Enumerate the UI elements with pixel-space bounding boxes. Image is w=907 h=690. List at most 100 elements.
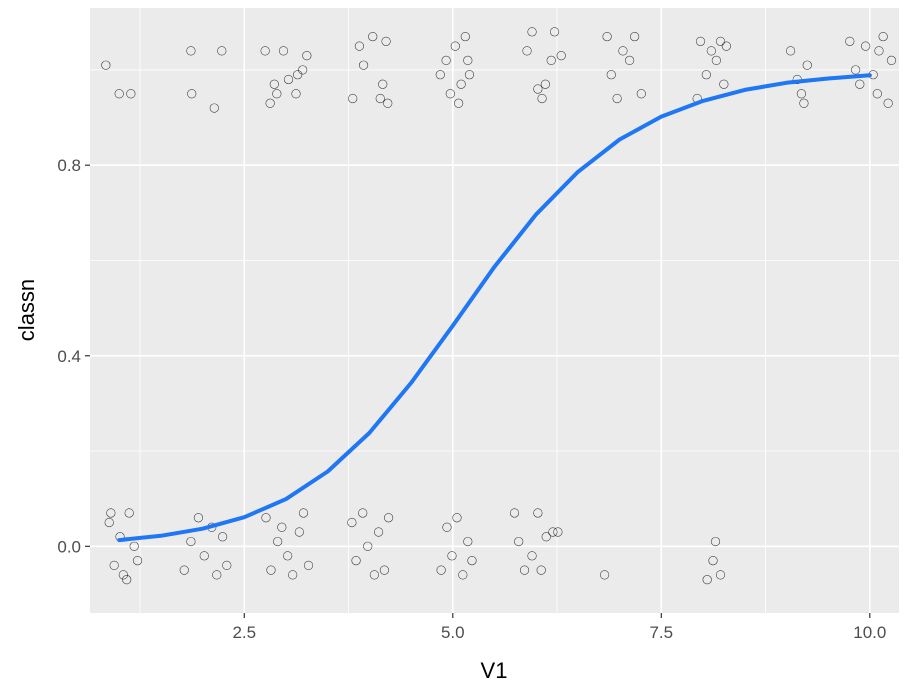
data-point [721, 41, 731, 51]
x-tick-label: 7.5 [649, 623, 673, 642]
data-point [464, 70, 475, 80]
data-point [381, 36, 391, 46]
data-point [630, 31, 640, 42]
data-point [710, 536, 721, 547]
data-point [118, 570, 128, 580]
data-point [104, 517, 114, 528]
data-point [883, 98, 893, 108]
data-point [101, 60, 111, 70]
data-point [354, 41, 364, 51]
data-point [715, 36, 726, 46]
data-point [124, 508, 134, 518]
data-point [549, 27, 560, 37]
data-point [302, 51, 312, 61]
data-point [537, 93, 547, 104]
data-point [277, 522, 287, 532]
data-point [796, 89, 807, 99]
data-point [514, 536, 524, 547]
data-point [269, 79, 279, 89]
data-point [186, 46, 196, 56]
data-point [625, 55, 635, 66]
data-point [358, 508, 368, 518]
data-point [799, 98, 809, 108]
fit-curve [117, 73, 872, 543]
data-point [706, 46, 716, 56]
data-point [599, 570, 610, 580]
data-point [278, 46, 289, 56]
data-point [527, 27, 537, 37]
data-point [126, 89, 136, 99]
x-axis-title: V1 [481, 658, 508, 683]
data-point [701, 70, 711, 80]
data-point [711, 55, 721, 66]
major-grid [90, 8, 899, 613]
panel-background [90, 8, 899, 613]
data-point [436, 565, 446, 575]
data-point [602, 31, 612, 42]
data-point [266, 565, 276, 575]
data-point [878, 31, 888, 42]
data-point [636, 89, 646, 99]
data-point [132, 555, 143, 566]
data-point [719, 79, 729, 89]
data-point [540, 79, 550, 89]
data-point [383, 98, 393, 108]
data-point [533, 84, 543, 94]
data-point [548, 527, 558, 537]
data-point [293, 70, 303, 80]
data-point [369, 570, 380, 580]
data-point [618, 46, 628, 56]
data-point [378, 79, 388, 89]
data-point [454, 98, 464, 108]
y-axis-ticks: 0.0 0.4 0.8 [57, 156, 90, 556]
data-point [288, 570, 298, 580]
data-point [606, 70, 616, 80]
data-point [452, 513, 462, 523]
data-point [435, 70, 445, 80]
data-point [291, 89, 301, 99]
data-point [283, 74, 294, 85]
data-point [114, 89, 124, 99]
data-point [715, 570, 726, 580]
data-point [261, 513, 271, 523]
data-point [265, 98, 275, 108]
data-point [463, 55, 473, 66]
data-point [527, 551, 537, 561]
x-axis-ticks: 2.5 5.0 7.5 10.0 [232, 613, 886, 642]
data-point [855, 79, 865, 89]
scatter-points [101, 27, 897, 585]
data-point [298, 65, 308, 75]
data-point [861, 41, 871, 51]
data-point [458, 570, 468, 580]
data-point [441, 55, 451, 66]
data-point [298, 508, 309, 518]
data-point [358, 60, 369, 70]
data-point [460, 31, 470, 42]
data-point [373, 527, 384, 537]
data-point [509, 508, 520, 518]
x-tick-label: 5.0 [441, 623, 465, 642]
data-point [442, 522, 452, 532]
data-point [199, 551, 209, 561]
data-point [533, 508, 543, 518]
data-point [708, 555, 718, 566]
data-point [218, 532, 228, 542]
y-tick-label: 0.4 [57, 347, 81, 366]
data-point [383, 513, 394, 523]
data-point [845, 36, 855, 46]
data-point [874, 46, 884, 56]
data-point [463, 536, 473, 547]
data-point [272, 89, 282, 99]
data-point [467, 555, 477, 566]
data-point [363, 541, 373, 551]
data-point [886, 55, 897, 66]
x-tick-label: 2.5 [232, 623, 256, 642]
data-point [450, 41, 460, 51]
data-point [556, 51, 566, 61]
data-point [546, 55, 556, 66]
data-point [456, 79, 466, 89]
y-axis-title: classn [14, 279, 39, 341]
data-point [702, 575, 712, 585]
